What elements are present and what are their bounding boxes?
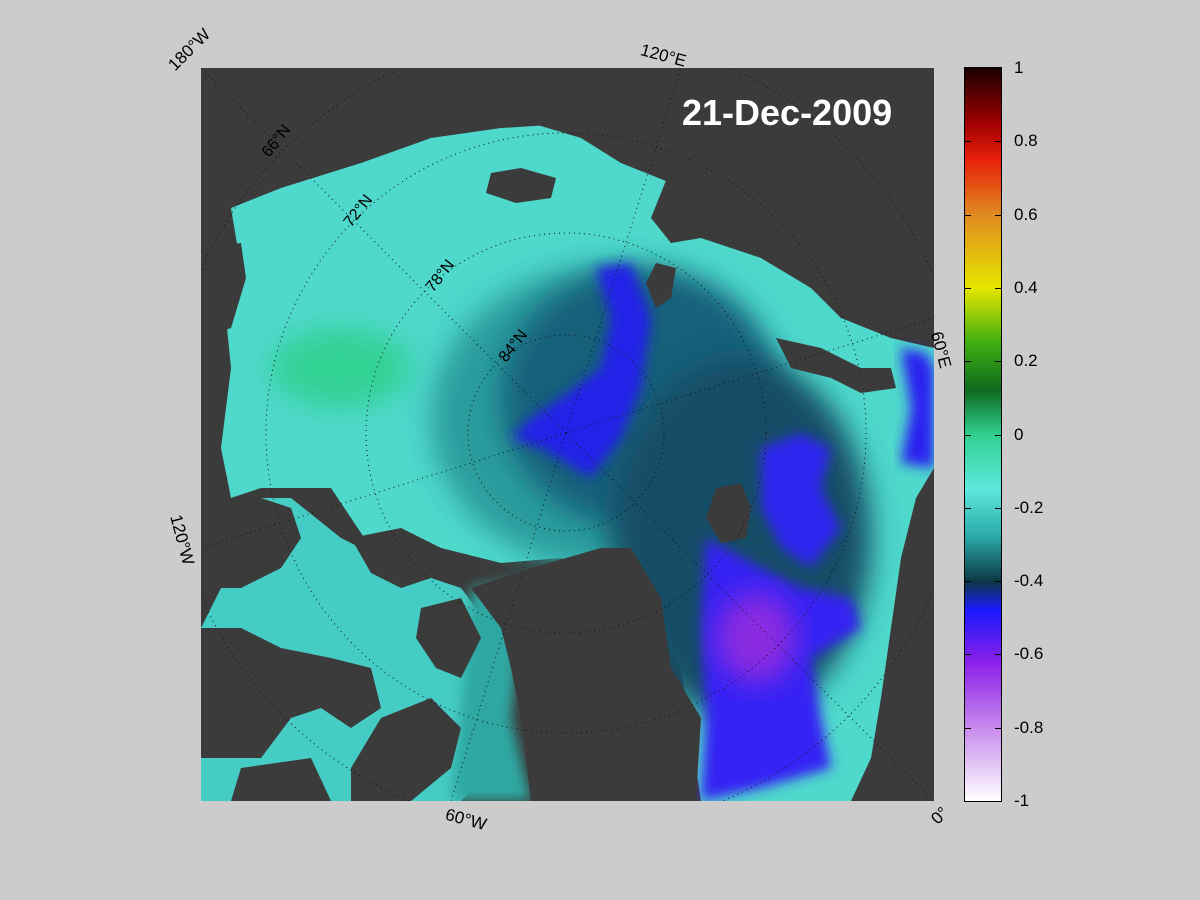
colorbar-tick-label: 0.4: [1014, 277, 1038, 297]
graticule: [201, 68, 934, 801]
colorbar-tick-mark: [965, 507, 971, 509]
colorbar-tick-label: 0: [1014, 424, 1024, 444]
colorbar-tick-label: 0.8: [1014, 131, 1038, 151]
lon-label-60w: 60°W: [443, 804, 489, 835]
colorbar-tick-label: -0.4: [1014, 571, 1044, 591]
colorbar-tick-mark: [995, 727, 1001, 729]
colorbar-tick-label: -0.2: [1014, 497, 1044, 517]
colorbar-tick-label: -1: [1014, 791, 1030, 810]
colorbar-tick-mark: [995, 287, 1001, 289]
map-canvas: 66°N 72°N 78°N 84°N: [201, 68, 934, 801]
colorbar-tick-mark: [965, 361, 971, 363]
colorbar-tick-mark: [995, 214, 1001, 216]
colorbar-tick-mark: [965, 727, 971, 729]
lon-label-0: 0°: [927, 803, 953, 829]
colorbar-tick-label: -0.8: [1014, 717, 1044, 737]
sea-ice-map: 66°N 72°N 78°N 84°N: [201, 68, 934, 801]
land-masses: [201, 68, 934, 801]
colorbar-tick-mark: [995, 361, 1001, 363]
colorbar-tick-mark: [965, 654, 971, 656]
colorbar-tick-mark: [965, 68, 971, 69]
colorbar-tick-label: 1: [1014, 58, 1024, 77]
colorbar-tick-mark: [995, 434, 1001, 436]
colorbar-tick-mark: [965, 434, 971, 436]
colorbar-tick-label: -0.6: [1014, 644, 1044, 664]
colorbar-tick-mark: [965, 581, 971, 583]
lon-label-120e: 120°E: [638, 40, 689, 71]
colorbar-tick-mark: [995, 507, 1001, 509]
colorbar-tick-mark: [995, 654, 1001, 656]
colorbar-tick-mark: [995, 141, 1001, 143]
colorbar-tick-mark: [995, 581, 1001, 583]
colorbar-tick-mark: [995, 68, 1001, 69]
colorbar-tick-mark: [965, 214, 971, 216]
date-title: 21-Dec-2009: [682, 92, 893, 133]
colorbar-tick-label: 0.2: [1014, 351, 1038, 371]
colorbar-tick-mark: [965, 141, 971, 143]
colorbar-tick-mark: [965, 801, 971, 802]
lon-label-120w: 120°W: [166, 512, 198, 568]
colorbar-tick-label: 0.6: [1014, 204, 1038, 224]
colorbar-tick-mark: [995, 801, 1001, 802]
colorbar-tick-mark: [965, 287, 971, 289]
